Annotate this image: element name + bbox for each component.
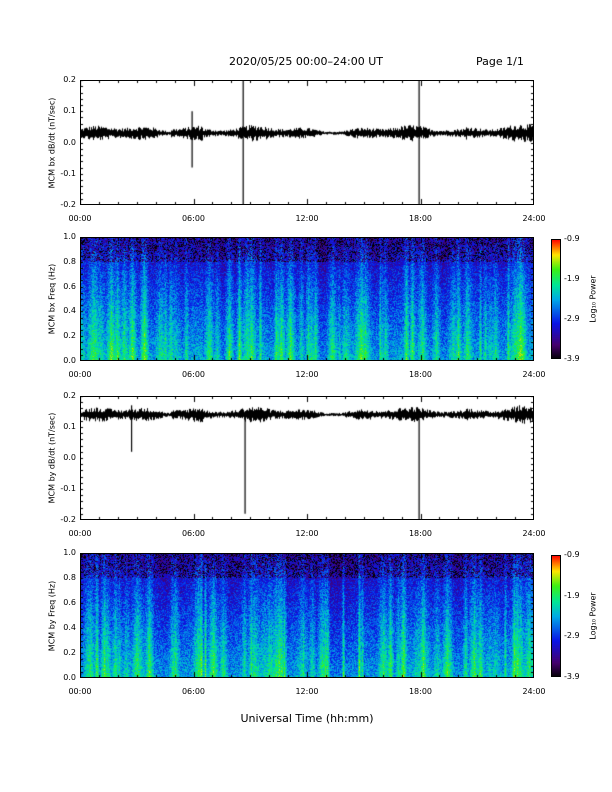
bx-colorbar-label: Log₁₀ Power [588,275,598,323]
xtick-label: 18:00 [408,214,433,223]
colorbar-tick-label: -0.9 [564,234,580,243]
xtick-label: 00:00 [68,529,92,538]
xtick-label: 06:00 [181,370,206,379]
ytick-label: 0.0 [63,356,76,365]
xtick-label: 18:00 [408,687,433,696]
xtick-label: 12:00 [295,529,319,538]
x-axis-label: Universal Time (hh:mm) [240,712,374,725]
bx-freq-frame [80,237,534,361]
ytick-label: 0.2 [63,648,76,657]
ytick-label: -0.2 [60,200,76,209]
ytick-label: 0.8 [63,573,76,582]
xtick-label: 06:00 [181,214,206,223]
page-indicator: Page 1/1 [476,55,524,68]
colorbar-tick-label: -2.9 [564,631,580,641]
xtick-label: 18:00 [408,529,433,538]
by-dbdt-frame [80,396,534,520]
colorbar-tick-label: -0.9 [564,550,580,559]
xtick-label: 00:00 [68,687,92,696]
ytick-label: 1.0 [63,548,76,557]
ytick-label: 1.0 [63,232,76,241]
colorbar-tick-label: -1.9 [564,274,580,283]
colorbar-tick-label: -1.9 [564,590,580,600]
bx-colorbar-frame [551,239,561,359]
bx-dbdt-frame [80,80,534,205]
xtick-label: 00:00 [68,370,92,379]
by-freq-spectrogram [80,553,534,678]
bx-colorbar [551,239,561,359]
ytick-label: 0.1 [63,422,76,431]
ytick-label: 0.2 [63,391,76,400]
ytick-label: -0.1 [60,484,76,493]
bx-dbdt-line-plot [80,80,534,205]
bx-dbdt-ylabel: MCM bx dB/dt (nT/sec) [47,97,57,188]
ytick-label: 0.6 [63,598,76,607]
ytick-label: 0.4 [63,623,76,632]
by-colorbar-frame [551,555,561,677]
xtick-label: 18:00 [408,370,433,379]
xtick-label: 24:00 [522,529,546,538]
bx-freq-ylabel: MCM bx Freq (Hz) [47,263,57,335]
by-colorbar-label: Log₁₀ Power [588,592,598,640]
ytick-label: 0.8 [63,256,76,266]
by-freq-frame [80,553,534,678]
xtick-label: 24:00 [522,370,546,379]
by-dbdt-line-plot [80,396,534,520]
ytick-label: 0.4 [63,306,76,316]
by-dbdt-ylabel: MCM by dB/dt (nT/sec) [47,412,57,504]
ytick-label: 0.2 [63,75,76,84]
xtick-label: 24:00 [522,214,546,223]
ytick-label: 0.0 [63,453,76,462]
ytick-label: 0.0 [63,137,76,147]
xtick-label: 12:00 [295,370,319,379]
colorbar-tick-label: -3.9 [564,354,580,363]
bx-freq-spectrogram [80,237,534,361]
xtick-label: 06:00 [181,529,206,538]
by-colorbar [551,555,561,677]
by-freq-ylabel: MCM by Freq (Hz) [47,580,57,651]
plot-title: 2020/05/25 00:00–24:00 UT [228,55,384,68]
xtick-label: 06:00 [181,687,206,696]
ytick-label: 0.6 [63,281,76,291]
ytick-label: 0.1 [63,106,76,116]
xtick-label: 12:00 [295,214,319,223]
colorbar-tick-label: -3.9 [564,672,580,681]
xtick-label: 24:00 [522,687,546,696]
ytick-label: -0.2 [60,515,76,524]
ytick-label: 0.2 [63,331,76,341]
xtick-label: 00:00 [68,214,92,223]
ytick-label: -0.1 [60,168,76,178]
colorbar-tick-label: -2.9 [564,314,580,323]
xtick-label: 12:00 [295,687,319,696]
ytick-label: 0.0 [63,673,76,682]
